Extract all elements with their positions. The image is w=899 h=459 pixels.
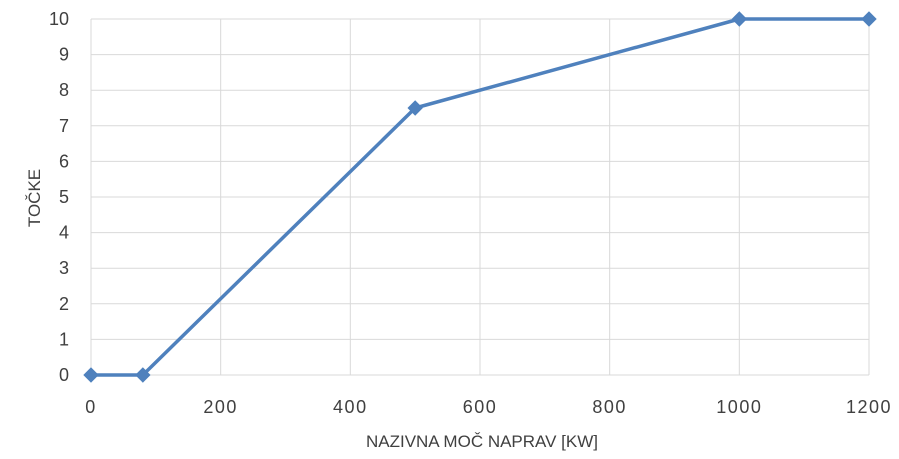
y-tick-label: 0 bbox=[59, 365, 69, 385]
x-tick-label: 800 bbox=[592, 397, 627, 417]
data-point-marker bbox=[731, 11, 748, 27]
series-layer bbox=[83, 11, 877, 383]
y-tick-label: 6 bbox=[59, 151, 69, 171]
data-point-marker bbox=[861, 11, 877, 27]
data-point-marker bbox=[407, 100, 423, 116]
y-tick-label: 1 bbox=[59, 329, 69, 349]
y-tick-label: 7 bbox=[59, 116, 69, 136]
x-tick-label: 400 bbox=[333, 397, 368, 417]
x-tick-label: 1000 bbox=[716, 397, 762, 417]
y-tick-label: 9 bbox=[59, 45, 69, 65]
x-axis-title: NAZIVNA MOČ NAPRAV [KW] bbox=[366, 432, 598, 451]
y-tick-label: 2 bbox=[59, 294, 69, 314]
x-tick-label: 0 bbox=[85, 397, 97, 417]
y-tick-label: 3 bbox=[59, 258, 69, 278]
data-point-marker bbox=[135, 367, 151, 383]
x-tick-label: 1200 bbox=[846, 397, 892, 417]
grid bbox=[90, 18, 870, 376]
y-tick-label: 8 bbox=[59, 80, 69, 100]
y-axis-title: TOČKE bbox=[25, 169, 44, 227]
data-point-marker bbox=[83, 367, 99, 383]
y-tick-label: 5 bbox=[59, 187, 69, 207]
x-axis-ticks: 0 200 400 600 800 1000 1200 bbox=[85, 397, 892, 417]
y-tick-label: 10 bbox=[49, 9, 69, 29]
y-axis-ticks: 0 1 2 3 4 5 6 7 8 9 10 bbox=[49, 9, 69, 385]
y-tick-label: 4 bbox=[59, 223, 69, 243]
x-tick-label: 200 bbox=[203, 397, 238, 417]
x-tick-label: 600 bbox=[463, 397, 498, 417]
